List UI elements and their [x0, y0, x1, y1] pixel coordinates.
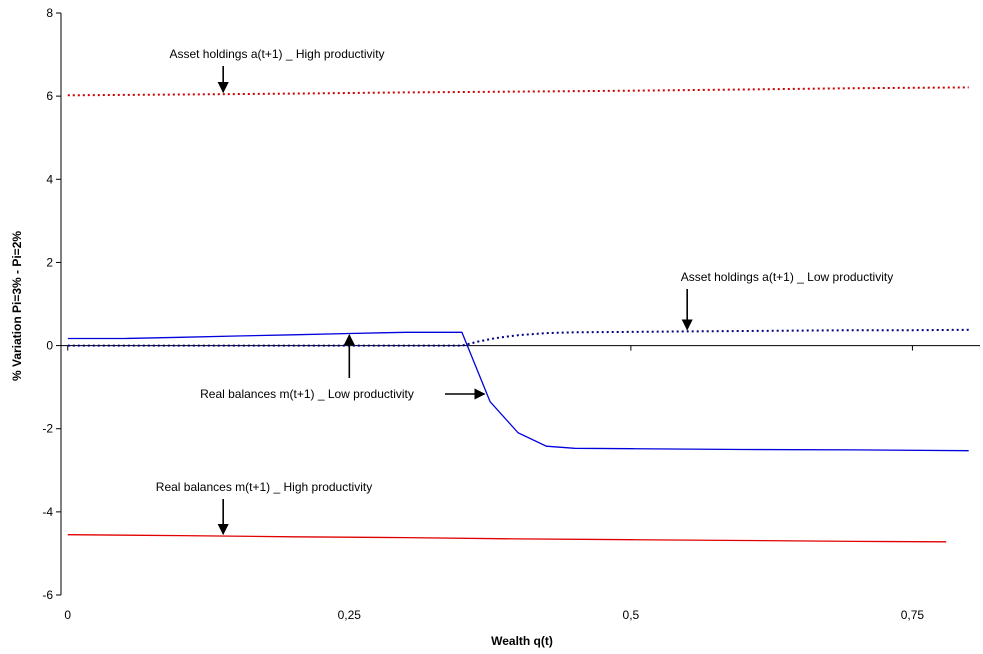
axes: -6 -4 -2 0 2 4 6 8 0 0,25 0,5 0,75: [42, 6, 980, 622]
series-line-2: [67, 534, 947, 543]
y-tick-label: -2: [42, 422, 53, 436]
annotation-label: Asset holdings a(t+1) _ Low productivity: [681, 270, 893, 284]
annotation-label: Asset holdings a(t+1) _ High productivit…: [169, 47, 384, 61]
x-axis-title: Wealth q(t): [491, 634, 553, 648]
series-line-1: [67, 86, 969, 97]
x-tick-label: 0,75: [901, 608, 925, 622]
x-tick-label: 0,5: [623, 608, 640, 622]
annotation-layer: Asset holdings a(t+1) _ High productivit…: [156, 47, 893, 536]
annotation-label: Real balances m(t+1) _ Low productivity: [200, 387, 414, 401]
y-axis-title: % Variation Pi=3% - Pi=2%: [10, 231, 24, 381]
y-tick-label: 8: [46, 6, 53, 20]
y-tick-label: 2: [46, 255, 53, 269]
y-tick-label: 4: [46, 172, 53, 186]
x-tick-label: 0,25: [338, 608, 362, 622]
y-tick-label: 0: [46, 339, 53, 353]
series-layer: [67, 86, 969, 543]
y-tick-label: -4: [42, 505, 53, 519]
series-line-4: [67, 331, 969, 452]
y-tick-label: 6: [46, 89, 53, 103]
x-tick-label: 0: [64, 608, 71, 622]
series-line-3: [67, 328, 969, 347]
annotation-label: Real balances m(t+1) _ High productivity: [156, 480, 372, 494]
y-tick-label: -6: [42, 588, 53, 602]
